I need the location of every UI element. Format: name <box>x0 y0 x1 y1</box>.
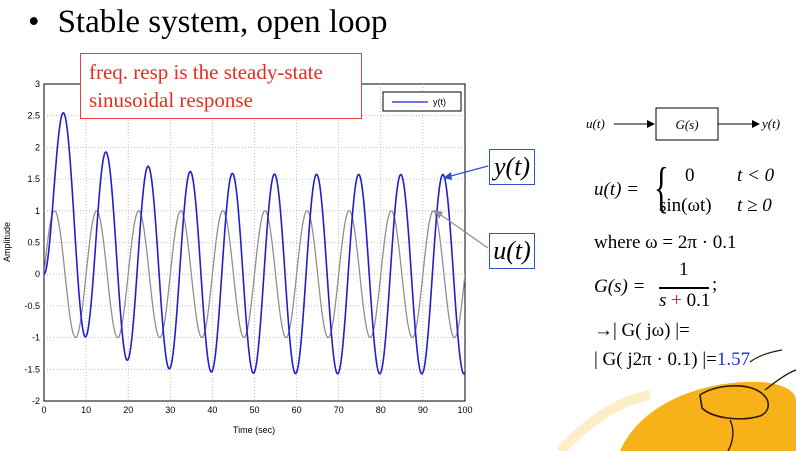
diagram-block <box>655 107 719 141</box>
arrow-u-head <box>434 210 443 219</box>
y-tick-label: -0.5 <box>24 301 40 311</box>
diagram-output: y(t) <box>760 116 780 131</box>
arrow-y <box>446 165 489 178</box>
x-tick-label: 90 <box>418 405 428 415</box>
g-denominator: s + 0.1 <box>659 290 710 312</box>
omega-definition: where ω = 2π · 0.1 <box>594 232 737 253</box>
magnitude-expression: | G( j2π · 0.1) |= <box>594 349 717 370</box>
callout-line-2: sinusoidal response <box>89 88 253 112</box>
chart-ticks: 0 10 20 30 40 50 60 70 80 90 100 -2 -1.5 -1 -0.5 0 0.5 1 1… <box>24 79 472 415</box>
slide-title: • Stable system, open loop <box>28 4 388 41</box>
diagram-block-label: G(s) <box>675 117 698 132</box>
y-tick-label: 2 <box>35 142 40 152</box>
g-den-const: 0.1 <box>686 290 711 311</box>
u-case1-cond: t < 0 <box>737 165 775 186</box>
diagram-input: u(t) <box>586 116 605 131</box>
y-tick-label: 0.5 <box>27 238 40 248</box>
y-tick-label: -1 <box>32 333 40 343</box>
x-tick-label: 40 <box>207 405 217 415</box>
magnitude-line-1: →| G( jω) |= <box>594 320 690 341</box>
g-lhs: G(s) = <box>594 276 646 297</box>
y-tick-label: -2 <box>32 396 40 406</box>
y-tick-label: 2.5 <box>27 111 40 121</box>
x-tick-label: 50 <box>249 405 259 415</box>
x-tick-label: 20 <box>123 405 133 415</box>
magnitude-value: 1.57 <box>716 349 751 370</box>
g-tail: ; <box>712 274 718 295</box>
u-case2-cond: t ≥ 0 <box>737 195 772 216</box>
arrow-y-head <box>443 172 452 180</box>
g-den-s: s <box>659 290 667 311</box>
g-den-plus: + <box>671 290 682 311</box>
y-tick-label: 1.5 <box>27 174 40 184</box>
x-tick-label: 30 <box>165 405 175 415</box>
u-label-box: u(t) <box>489 233 535 269</box>
decorative-sketch <box>556 349 796 451</box>
x-tick-label: 10 <box>81 405 91 415</box>
y-tick-label: 3 <box>35 79 40 89</box>
arrow-u <box>437 212 489 249</box>
x-tick-label: 60 <box>292 405 302 415</box>
g-fraction-bar <box>659 287 709 289</box>
y-tick-label: 0 <box>35 269 40 279</box>
x-axis-label: Time (sec) <box>233 425 275 435</box>
x-tick-label: 70 <box>334 405 344 415</box>
y-axis-label: Amplitude <box>2 222 12 262</box>
g-numerator: 1 <box>679 259 689 280</box>
callout-box: freq. resp is the steady-state sinusoida… <box>80 53 362 119</box>
x-tick-label: 100 <box>457 405 472 415</box>
x-tick-label: 0 <box>41 405 46 415</box>
legend: y(t) <box>382 91 462 112</box>
magnitude-line-2: | G( j2π · 0.1) |=1.57 <box>594 349 750 371</box>
y-tick-label: -1.5 <box>24 364 40 374</box>
series-line-y <box>44 111 465 375</box>
bullet: • <box>28 4 40 40</box>
title-text: Stable system, open loop <box>57 4 388 40</box>
u-case1-value: 0 <box>685 165 695 186</box>
x-tick-label: 80 <box>376 405 386 415</box>
u-brace: { <box>654 157 669 219</box>
block-diagram: u(t) G(s) y(t) <box>586 107 780 141</box>
u-case2-value: sin(ωt) <box>659 195 712 216</box>
legend-entry-y: y(t) <box>433 97 446 107</box>
y-tick-label: 1 <box>35 206 40 216</box>
y-label-box: y(t) <box>489 149 535 185</box>
u-definition-lhs: u(t) = <box>594 179 640 200</box>
callout-line-1: freq. resp is the steady-state <box>89 60 323 84</box>
